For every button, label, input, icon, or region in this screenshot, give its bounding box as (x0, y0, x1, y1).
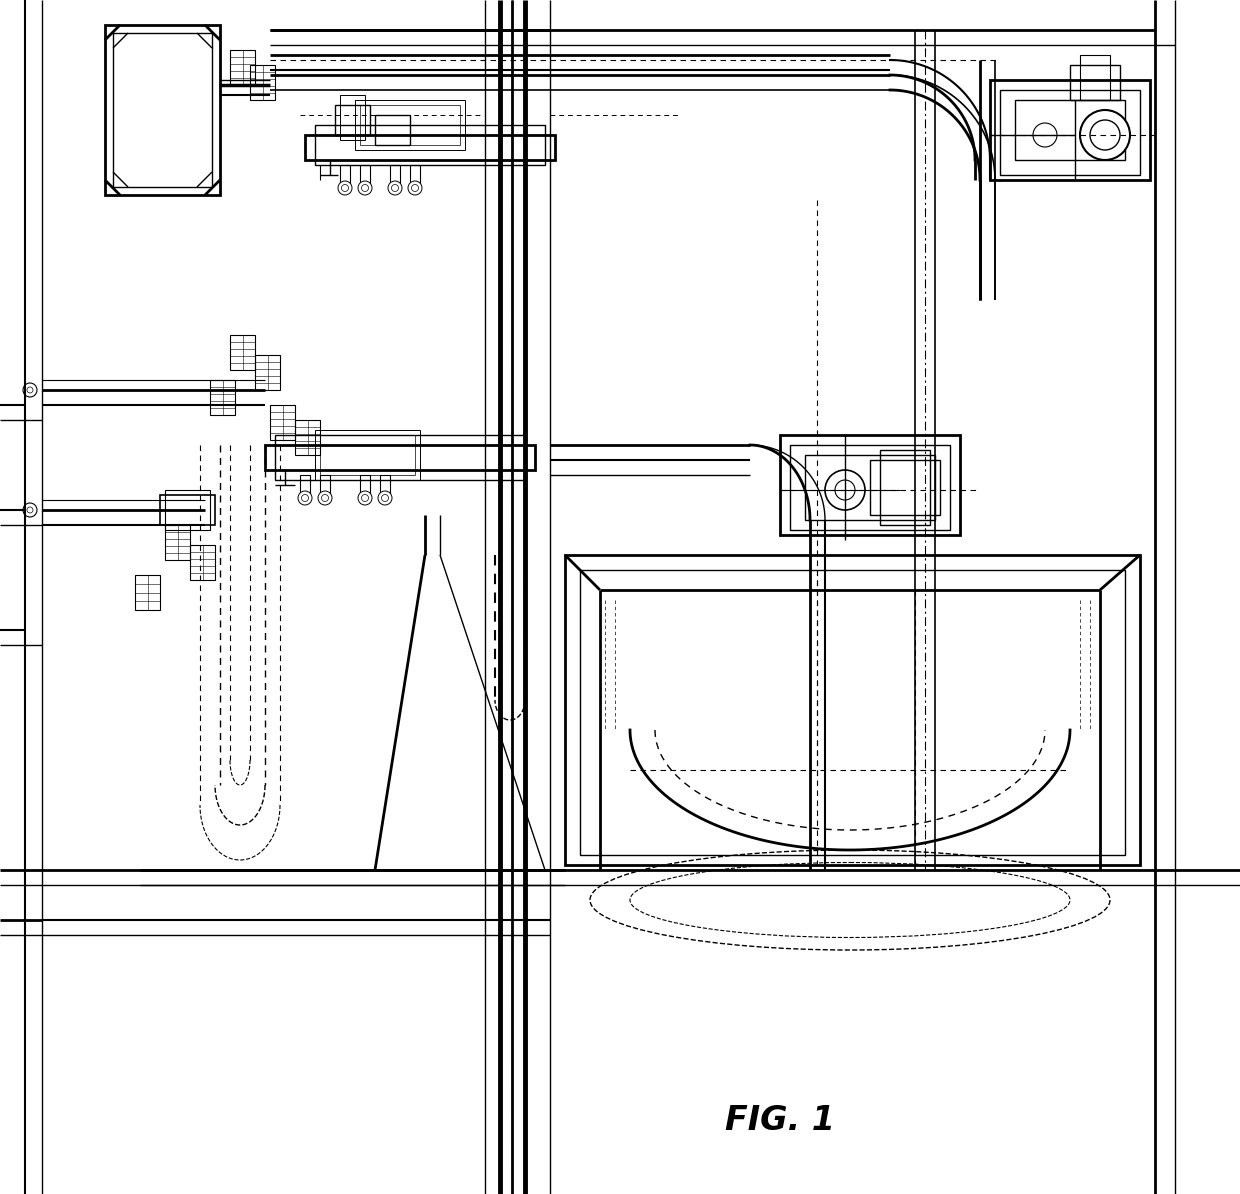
Bar (210, 380, 236, 416)
Bar (305, 135, 556, 160)
Bar (1016, 100, 1125, 160)
Circle shape (412, 185, 419, 191)
Bar (250, 64, 275, 100)
Circle shape (382, 494, 388, 501)
Bar (355, 100, 465, 150)
Bar (113, 33, 212, 187)
Bar (315, 125, 546, 165)
Bar (379, 475, 391, 496)
Circle shape (301, 494, 309, 501)
Bar (315, 430, 420, 480)
Circle shape (825, 470, 866, 510)
Circle shape (362, 185, 368, 191)
Bar (565, 555, 1140, 864)
Bar (265, 445, 534, 470)
Bar (999, 90, 1140, 176)
Circle shape (317, 491, 332, 505)
Bar (320, 435, 415, 475)
Circle shape (339, 181, 352, 195)
Circle shape (358, 491, 372, 505)
Bar (229, 336, 255, 370)
Bar (255, 355, 280, 390)
Circle shape (408, 181, 422, 195)
Circle shape (358, 181, 372, 195)
Bar (1070, 64, 1120, 100)
Circle shape (24, 503, 37, 517)
Text: FIG. 1: FIG. 1 (725, 1103, 835, 1137)
Bar (805, 455, 935, 521)
Circle shape (27, 387, 33, 393)
Bar (335, 105, 370, 135)
Bar (295, 420, 320, 455)
Bar (1080, 55, 1110, 100)
Bar (790, 445, 950, 530)
Bar (229, 50, 255, 85)
Bar (360, 475, 370, 496)
Bar (270, 405, 295, 441)
Bar (320, 475, 330, 496)
Circle shape (341, 185, 348, 191)
Circle shape (835, 480, 856, 500)
Bar (990, 80, 1149, 180)
Bar (105, 25, 219, 195)
Circle shape (392, 185, 398, 191)
Bar (275, 435, 525, 480)
Bar (165, 490, 210, 530)
Bar (340, 165, 350, 185)
Bar (410, 165, 420, 185)
Circle shape (388, 181, 402, 195)
Circle shape (27, 507, 33, 513)
Bar (360, 165, 370, 185)
Circle shape (1080, 110, 1130, 160)
Bar (880, 450, 930, 525)
Bar (190, 544, 215, 580)
Bar (135, 576, 160, 610)
Bar (160, 496, 215, 525)
Circle shape (1090, 121, 1120, 150)
Circle shape (298, 491, 312, 505)
Bar (391, 165, 401, 185)
Bar (580, 570, 1125, 855)
Circle shape (321, 494, 329, 501)
Bar (360, 105, 460, 144)
Circle shape (1033, 123, 1056, 147)
Bar (870, 460, 940, 515)
Bar (300, 475, 310, 496)
Circle shape (362, 494, 368, 501)
Bar (340, 96, 365, 140)
Circle shape (24, 383, 37, 396)
Bar (374, 115, 410, 144)
Bar (165, 525, 190, 560)
Bar (780, 435, 960, 535)
Circle shape (378, 491, 392, 505)
